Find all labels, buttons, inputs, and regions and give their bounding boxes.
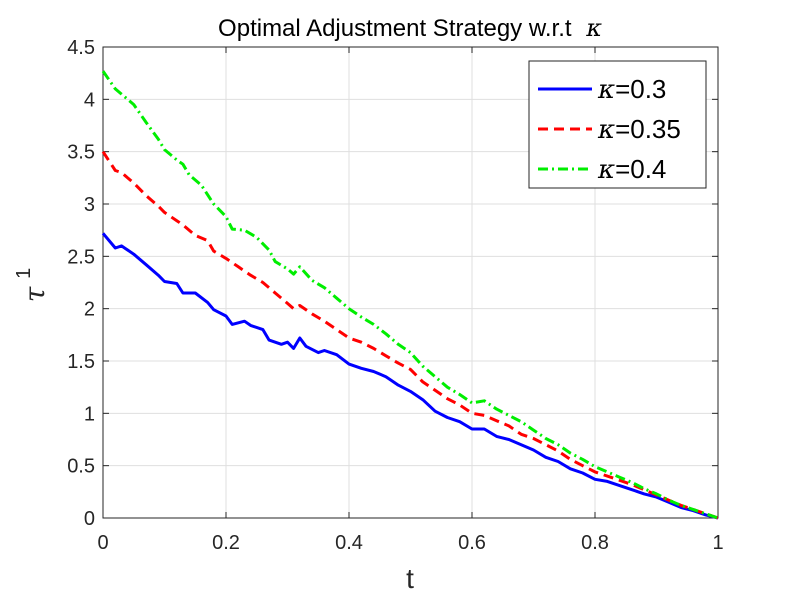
legend-box <box>528 60 707 189</box>
series-line-3 <box>101 70 719 520</box>
y-tick-label: 1.5 <box>67 351 95 373</box>
y-axis-ticks: 0 0.5 1 1.5 2 2.5 3 3.5 4 4.5 <box>67 37 718 530</box>
series-line-2 <box>101 150 719 520</box>
x-axis-ticks: 0 0.2 0.4 0.6 0.8 1 <box>97 47 724 554</box>
x-tick-label: 0.6 <box>458 532 486 554</box>
y-tick-label: 3 <box>84 194 95 216</box>
y-tick-label: 1 <box>84 403 95 425</box>
x-axis-label: t <box>406 563 414 594</box>
legend-item-3: κ=0.4 <box>538 154 666 185</box>
chart-title: Optimal Adjustment Strategy w.r.t κ <box>218 14 602 42</box>
y-tick-label: 0.5 <box>67 456 95 478</box>
legend-item-1: κ=0.3 <box>538 74 666 105</box>
y-axis-label-superscript: 1 <box>13 268 35 279</box>
y-tick-label: 2 <box>84 299 95 321</box>
x-tick-label: 0.8 <box>581 532 609 554</box>
grid-lines <box>102 46 719 519</box>
x-tick-label: 0.4 <box>335 532 363 554</box>
x-tick-label: 0.2 <box>212 532 240 554</box>
legend-label: κ=0.35 <box>597 114 681 145</box>
y-tick-label: 0 <box>84 508 95 530</box>
x-tick-label: 0 <box>97 532 108 554</box>
x-tick-label: 1 <box>712 532 723 554</box>
chart-title-symbol: κ <box>585 14 602 42</box>
legend-label: κ=0.3 <box>597 74 666 105</box>
y-tick-label: 3.5 <box>67 142 95 164</box>
legend-item-2: κ=0.35 <box>538 114 681 145</box>
legend-label: κ=0.4 <box>597 154 666 185</box>
series-lines <box>101 70 719 520</box>
y-axis-label: τ 1 <box>13 268 51 302</box>
legend: κ=0.3 κ=0.35 κ=0.4 <box>528 60 707 189</box>
y-axis-label-symbol: τ <box>18 286 51 302</box>
y-tick-label: 4.5 <box>67 37 95 59</box>
chart-title-text: Optimal Adjustment Strategy w.r.t <box>218 15 572 42</box>
y-tick-label: 2.5 <box>67 246 95 268</box>
plot-area-frame <box>102 46 719 519</box>
y-tick-label: 4 <box>84 89 95 111</box>
series-line-1 <box>101 232 719 520</box>
svg-text:τ 1: τ 1 <box>13 268 51 302</box>
